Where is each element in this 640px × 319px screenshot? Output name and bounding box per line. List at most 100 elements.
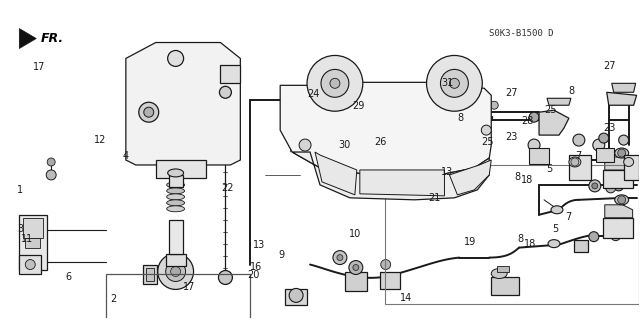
Circle shape (592, 183, 598, 189)
Bar (623, 155, 639, 180)
Bar (26, 238, 40, 248)
Text: 27: 27 (505, 88, 517, 98)
Circle shape (144, 107, 154, 117)
Ellipse shape (166, 194, 184, 200)
Polygon shape (126, 42, 241, 165)
Circle shape (289, 288, 303, 302)
Circle shape (166, 262, 186, 281)
Polygon shape (292, 152, 489, 200)
Ellipse shape (166, 182, 184, 188)
Text: 8: 8 (518, 234, 524, 244)
Circle shape (353, 264, 359, 271)
Circle shape (381, 260, 390, 270)
Polygon shape (360, 170, 444, 196)
Ellipse shape (166, 206, 184, 212)
Polygon shape (19, 29, 36, 48)
Polygon shape (547, 98, 571, 105)
Bar (385, 165, 639, 304)
Text: 8: 8 (457, 113, 463, 123)
Circle shape (618, 149, 626, 157)
Text: 17: 17 (183, 282, 196, 292)
Circle shape (618, 196, 626, 204)
Bar (169, 175, 182, 187)
Circle shape (337, 255, 343, 261)
Bar (169, 220, 182, 254)
Circle shape (157, 254, 193, 289)
Bar (220, 65, 241, 83)
Circle shape (589, 180, 601, 192)
Text: 1: 1 (17, 185, 24, 195)
Text: 10: 10 (349, 229, 361, 239)
Bar (146, 268, 154, 281)
Bar (19, 215, 47, 270)
Ellipse shape (445, 124, 463, 136)
Text: 26: 26 (374, 137, 387, 147)
Circle shape (46, 170, 56, 180)
Text: 24: 24 (307, 89, 320, 100)
Circle shape (168, 50, 184, 66)
Bar (574, 240, 588, 252)
Circle shape (392, 158, 399, 166)
Bar (497, 265, 509, 271)
Polygon shape (539, 110, 569, 135)
Circle shape (619, 135, 628, 145)
Polygon shape (280, 82, 492, 175)
Bar (23, 218, 44, 238)
Circle shape (388, 154, 404, 170)
Bar (603, 170, 632, 188)
Circle shape (307, 56, 363, 111)
Circle shape (614, 181, 623, 191)
Text: 14: 14 (400, 293, 412, 303)
Text: 23: 23 (604, 123, 616, 133)
Text: FR.: FR. (41, 32, 65, 45)
Bar (106, 274, 250, 319)
Circle shape (462, 123, 476, 137)
Text: 25: 25 (545, 105, 557, 115)
Text: 13: 13 (253, 240, 266, 250)
Circle shape (573, 134, 585, 146)
Text: 22: 22 (221, 183, 234, 193)
Text: 8: 8 (515, 172, 520, 182)
Bar (569, 155, 591, 180)
Ellipse shape (548, 240, 560, 248)
Circle shape (333, 251, 347, 264)
Circle shape (444, 123, 454, 133)
Circle shape (139, 102, 159, 122)
Text: 6: 6 (65, 272, 72, 282)
Text: 20: 20 (247, 271, 259, 280)
Ellipse shape (614, 195, 628, 205)
Text: 27: 27 (604, 61, 616, 71)
Bar (596, 148, 614, 162)
Text: 4: 4 (123, 151, 129, 161)
Text: S0K3-B1500 D: S0K3-B1500 D (489, 28, 554, 38)
Bar (285, 289, 307, 305)
Text: 18: 18 (521, 175, 533, 185)
Bar (380, 271, 399, 289)
Text: 17: 17 (33, 63, 46, 72)
Circle shape (220, 86, 232, 98)
Circle shape (599, 133, 609, 143)
Circle shape (299, 139, 311, 151)
Ellipse shape (614, 148, 628, 158)
Ellipse shape (623, 158, 634, 167)
Text: 16: 16 (250, 263, 262, 272)
Polygon shape (605, 157, 632, 170)
Polygon shape (449, 160, 492, 195)
Bar (143, 264, 157, 285)
Ellipse shape (551, 206, 563, 214)
Bar (492, 278, 519, 295)
Circle shape (449, 78, 460, 88)
Polygon shape (612, 83, 636, 92)
Text: 11: 11 (20, 234, 33, 244)
Circle shape (528, 139, 540, 151)
Text: 12: 12 (94, 136, 106, 145)
Polygon shape (315, 152, 357, 195)
Text: 9: 9 (278, 250, 285, 260)
Ellipse shape (168, 169, 184, 177)
Polygon shape (607, 92, 637, 105)
Text: 7: 7 (575, 151, 581, 161)
Circle shape (426, 56, 483, 111)
Text: 2: 2 (110, 294, 116, 304)
Bar (166, 254, 186, 265)
Text: 7: 7 (565, 212, 572, 222)
